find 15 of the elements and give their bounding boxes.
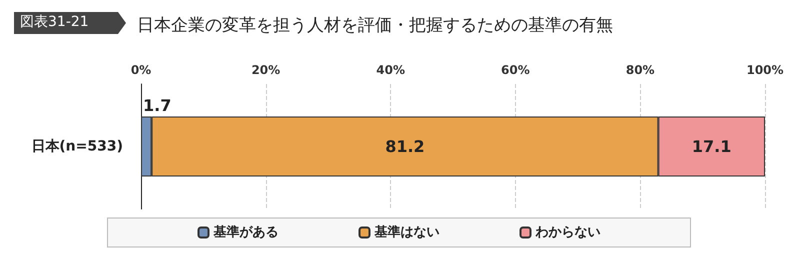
data-label: 1.7: [143, 96, 172, 115]
legend-label: 基準がある: [212, 225, 278, 240]
chart-title: 日本企業の変革を担う人材を評価・把握するための基準の有無: [137, 16, 613, 36]
x-tick-label: 20%: [251, 63, 280, 77]
data-label: 17.1: [692, 137, 732, 156]
legend-label: わからない: [534, 225, 600, 240]
data-label: 81.2: [385, 137, 425, 156]
y-tick-label: 日本(n=533): [31, 138, 123, 154]
text: 図表31-21: [20, 14, 89, 30]
x-tick-label: 0%: [130, 63, 152, 77]
x-tick-label: 40%: [376, 63, 405, 77]
x-tick-label: 60%: [501, 63, 530, 77]
x-tick-label: 100%: [746, 63, 784, 77]
legend-label: 基準はない: [374, 225, 440, 240]
x-tick-label: 80%: [626, 63, 655, 77]
